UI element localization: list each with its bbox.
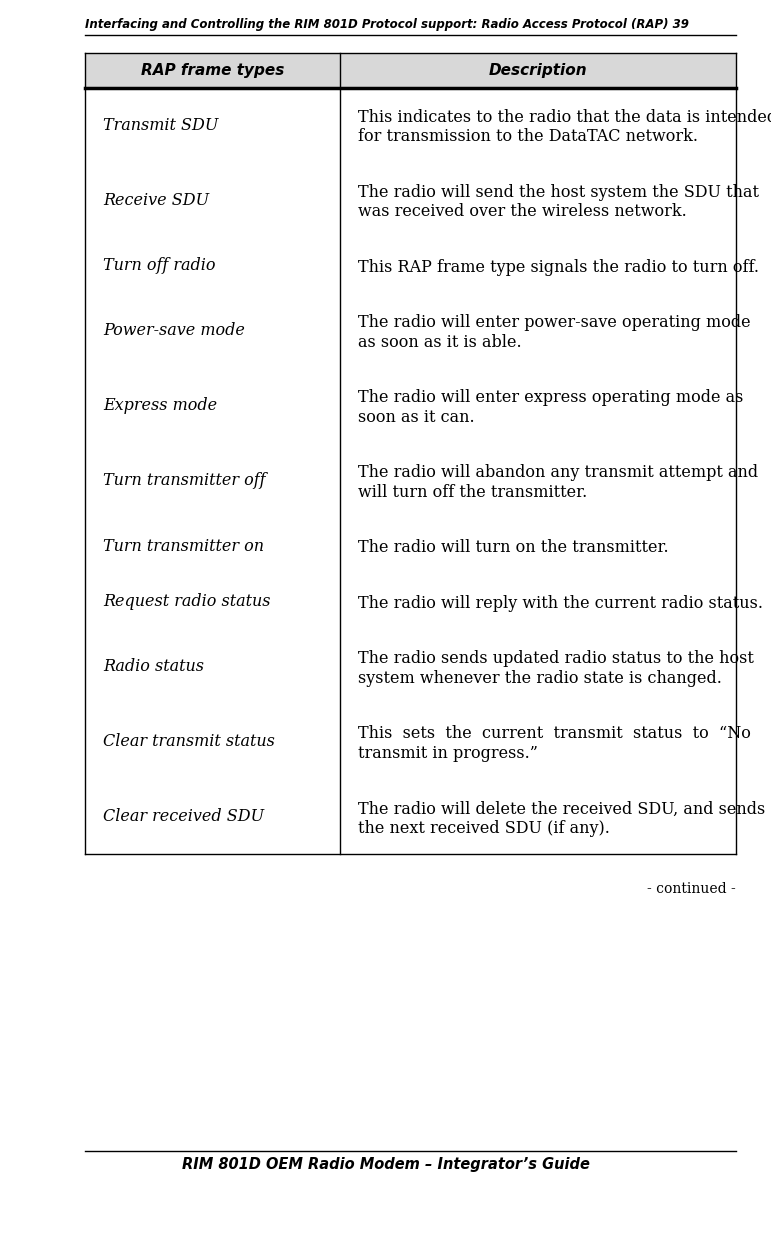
Bar bbox=[85, 53, 736, 88]
Text: was received over the wireless network.: was received over the wireless network. bbox=[358, 204, 687, 221]
Text: The radio will delete the received SDU, and sends: The radio will delete the received SDU, … bbox=[358, 801, 766, 817]
Text: The radio will turn on the transmitter.: The radio will turn on the transmitter. bbox=[358, 539, 668, 557]
Text: The radio will enter express operating mode as: The radio will enter express operating m… bbox=[358, 390, 743, 406]
Text: The radio sends updated radio status to the host: The radio sends updated radio status to … bbox=[358, 650, 754, 668]
Text: Turn transmitter off: Turn transmitter off bbox=[103, 473, 265, 490]
Text: Receive SDU: Receive SDU bbox=[103, 193, 209, 209]
Text: Clear transmit status: Clear transmit status bbox=[103, 733, 275, 750]
Text: as soon as it is able.: as soon as it is able. bbox=[358, 334, 522, 350]
Text: RAP frame types: RAP frame types bbox=[141, 63, 284, 78]
Text: The radio will abandon any transmit attempt and: The radio will abandon any transmit atte… bbox=[358, 464, 758, 481]
Text: Transmit SDU: Transmit SDU bbox=[103, 117, 218, 135]
Text: This RAP frame type signals the radio to turn off.: This RAP frame type signals the radio to… bbox=[358, 259, 759, 276]
Text: Power-save mode: Power-save mode bbox=[103, 322, 245, 339]
Text: RIM 801D OEM Radio Modem – Integrator’s Guide: RIM 801D OEM Radio Modem – Integrator’s … bbox=[181, 1157, 590, 1172]
Text: the next received SDU (if any).: the next received SDU (if any). bbox=[358, 819, 610, 837]
Text: Request radio status: Request radio status bbox=[103, 594, 271, 611]
Text: The radio will reply with the current radio status.: The radio will reply with the current ra… bbox=[358, 595, 763, 612]
Text: Turn off radio: Turn off radio bbox=[103, 257, 216, 274]
Text: This  sets  the  current  transmit  status  to  “No: This sets the current transmit status to… bbox=[358, 726, 751, 743]
Text: - continued -: - continued - bbox=[647, 882, 736, 896]
Text: Express mode: Express mode bbox=[103, 397, 217, 415]
Text: This indicates to the radio that the data is intended: This indicates to the radio that the dat… bbox=[358, 109, 771, 126]
Text: transmit in progress.”: transmit in progress.” bbox=[358, 745, 538, 761]
Text: The radio will enter power-save operating mode: The radio will enter power-save operatin… bbox=[358, 315, 751, 332]
Text: soon as it can.: soon as it can. bbox=[358, 408, 475, 426]
Text: Turn transmitter on: Turn transmitter on bbox=[103, 538, 264, 555]
Text: The radio will send the host system the SDU that: The radio will send the host system the … bbox=[358, 184, 759, 201]
Text: Radio status: Radio status bbox=[103, 659, 204, 675]
Text: for transmission to the DataTAC network.: for transmission to the DataTAC network. bbox=[358, 128, 698, 146]
Text: Clear received SDU: Clear received SDU bbox=[103, 808, 264, 826]
Text: will turn off the transmitter.: will turn off the transmitter. bbox=[358, 484, 588, 501]
Text: Description: Description bbox=[489, 63, 588, 78]
Text: system whenever the radio state is changed.: system whenever the radio state is chang… bbox=[358, 670, 722, 687]
Text: Interfacing and Controlling the RIM 801D Protocol support: Radio Access Protocol: Interfacing and Controlling the RIM 801D… bbox=[85, 19, 689, 31]
